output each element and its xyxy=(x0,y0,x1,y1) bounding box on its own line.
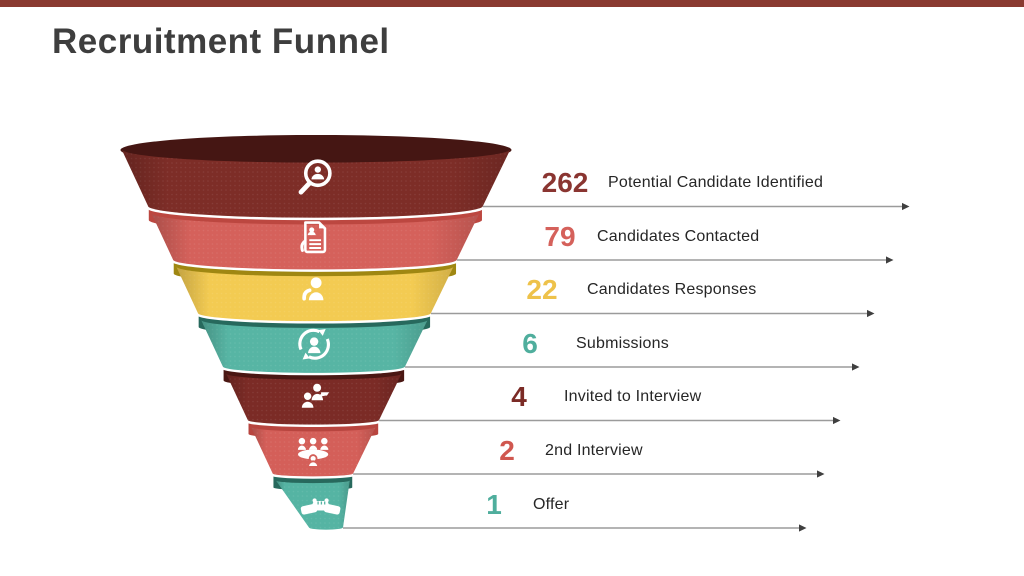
handshake-icon xyxy=(300,498,341,515)
arrowhead-icon xyxy=(799,524,807,532)
stage-label: Potential Candidate Identified xyxy=(608,174,824,191)
stage-separator xyxy=(220,367,408,376)
resume-contact-icon xyxy=(300,221,327,254)
candidate-icon xyxy=(302,277,324,301)
stage-value: 22 xyxy=(526,274,558,305)
arrowhead-icon xyxy=(817,470,825,478)
stage-value: 79 xyxy=(544,220,576,252)
stage-separator xyxy=(145,206,485,221)
stage-separator xyxy=(306,527,346,533)
page-title: Recruitment Funnel xyxy=(52,22,390,61)
stage-row: 262 Potential Candidate Identified xyxy=(0,167,1024,199)
stage-row: 4 Invited to Interview xyxy=(0,381,1024,413)
sync-candidate-icon xyxy=(298,328,331,360)
arrowhead-icon xyxy=(902,202,910,211)
funnel-mouth-interior xyxy=(120,134,512,166)
stage-label: Invited to Interview xyxy=(564,388,702,405)
meeting-icon xyxy=(297,437,329,468)
stage-row: 1 Offer xyxy=(0,489,1024,521)
stage-value: 262 xyxy=(541,167,589,198)
stage-shading xyxy=(151,213,480,270)
arrowhead-icon xyxy=(867,309,875,318)
accent-bar xyxy=(0,0,1024,7)
arrowhead-icon xyxy=(886,256,894,264)
search-candidate-icon xyxy=(298,159,332,195)
stage-label: Candidates Contacted xyxy=(597,227,760,245)
arrowhead-icon xyxy=(833,416,841,425)
stage-label: Offer xyxy=(533,495,570,513)
stage-separator xyxy=(195,313,434,324)
stage-shading xyxy=(121,149,511,218)
stage-separator xyxy=(245,420,382,427)
stage-value: 1 xyxy=(486,488,502,520)
stage-value: 6 xyxy=(522,327,538,359)
stage-label: Submissions xyxy=(576,334,669,352)
stage-row: 6 Submissions xyxy=(0,328,1024,360)
interview-icon xyxy=(301,383,330,408)
stage-row: 79 Candidates Contacted xyxy=(0,221,1024,253)
stage-separator xyxy=(270,473,356,479)
stage-label: 2nd Interview xyxy=(545,441,643,459)
arrowhead-icon xyxy=(852,363,860,371)
stage-row: 22 Candidates Responses xyxy=(0,274,1024,306)
stage-row: 2 2nd Interview xyxy=(0,435,1024,467)
stage-shading xyxy=(201,320,428,373)
stage-value: 4 xyxy=(511,381,527,412)
stage-value: 2 xyxy=(499,434,515,466)
stage-separator xyxy=(170,260,460,272)
stage-label: Candidates Responses xyxy=(587,281,757,298)
